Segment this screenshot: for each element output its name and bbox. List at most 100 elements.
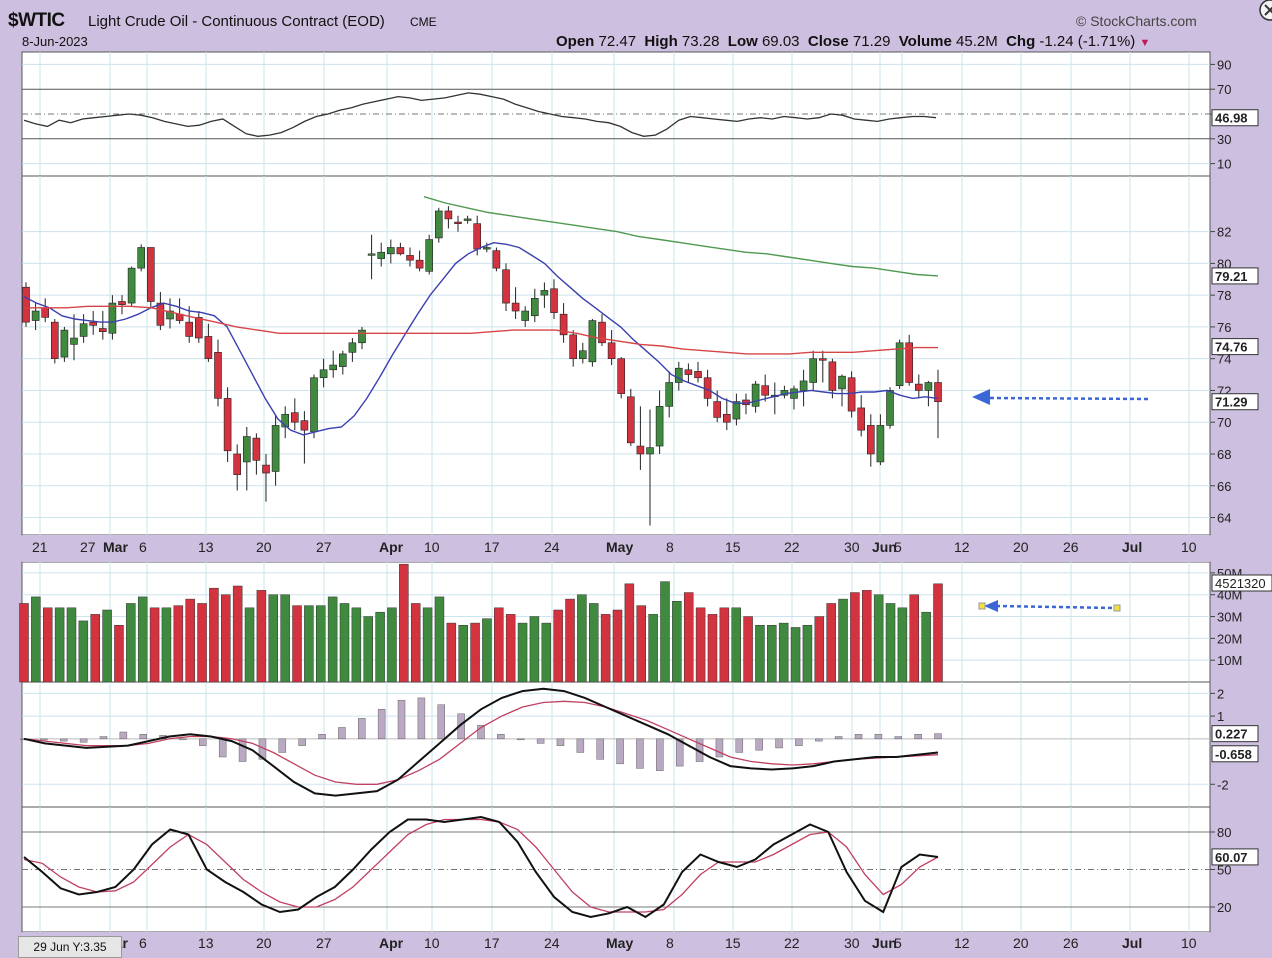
candle (310, 377, 318, 433)
candle (751, 383, 760, 407)
volume-bar (683, 592, 694, 683)
macd-histogram-bar (358, 718, 366, 740)
date-tick-label: 6 (139, 539, 147, 555)
volume-value: 45.2M (956, 33, 998, 50)
macd-histogram-bar (477, 724, 485, 740)
candle (396, 247, 405, 255)
macd-histogram-bar (59, 738, 68, 742)
volume-bar (268, 594, 279, 683)
macd-histogram-bar (497, 734, 505, 740)
date-tick-label-bottom: 12 (954, 935, 970, 951)
macd-histogram-bar (338, 727, 346, 740)
volume-annotation-head (984, 600, 998, 612)
volume-bar (292, 605, 302, 683)
volume-bar (232, 585, 243, 683)
macd-histogram-bar (377, 709, 386, 740)
annotation-handle (978, 602, 986, 610)
volume-last-value: 4521320 (1215, 576, 1266, 591)
volume-bar (221, 594, 231, 683)
date-tick-label: Jul (1122, 539, 1142, 555)
brand-watermark[interactable]: © StockCharts.com (1076, 13, 1197, 29)
macd-histogram-bar (318, 734, 326, 740)
macd-histogram-bar (139, 734, 147, 740)
volume-bar (755, 625, 765, 683)
date-tick-label-bottom: 8 (666, 935, 674, 951)
rsi-tick-label: 90 (1217, 57, 1231, 72)
macd-hist-last-value-box (1211, 725, 1259, 743)
macd-histogram-bar (854, 734, 863, 740)
ticker-symbol[interactable]: $WTIC (8, 10, 65, 31)
candle (223, 398, 232, 452)
volume-bar (743, 616, 753, 683)
candle (166, 310, 174, 320)
volume-tick-label: 20M (1217, 631, 1242, 646)
macd-signal-line (23, 700, 939, 785)
volume-bar (482, 618, 492, 683)
close-label: Close (807, 33, 849, 50)
date-tick-label: 27 (316, 539, 332, 555)
macd-histogram-bar (238, 738, 247, 762)
volume-bar (410, 603, 421, 683)
volume-bar (280, 594, 290, 683)
candle (348, 342, 357, 353)
volume-bar (66, 607, 77, 683)
volume-bar (422, 607, 433, 683)
volume-bar (137, 596, 148, 683)
candle (195, 317, 203, 339)
volume-bar (529, 616, 540, 683)
macd-histogram-bar (556, 738, 565, 746)
candle (473, 223, 482, 250)
candle (809, 358, 818, 383)
price-tick-label: 74 (1217, 352, 1231, 367)
date-tick-label-bottom: 24 (544, 935, 560, 951)
macd-histogram-bar (596, 738, 604, 760)
ohlc-summary: Open 72.47 High 73.28 Low 69.03 Close 71… (556, 33, 1150, 50)
volume-bar (577, 594, 587, 683)
candle (530, 298, 539, 317)
date-tick-label-bottom: 10 (1181, 935, 1197, 951)
macd-hist-last-value: 0.227 (1215, 727, 1248, 742)
macd-histogram-bar (656, 738, 664, 771)
ema-long-line (423, 196, 939, 277)
candle (41, 307, 50, 318)
candle (233, 453, 241, 475)
candle (569, 334, 578, 359)
price-tick-label: 76 (1217, 320, 1231, 335)
price-panel (21, 175, 1211, 536)
volume-bar (197, 603, 207, 683)
candle (214, 352, 222, 399)
candle (876, 425, 885, 463)
candle (70, 337, 78, 345)
instrument-name: Light Crude Oil - Continuous Contract (E… (88, 13, 385, 30)
macd-last-value-box (1211, 745, 1259, 763)
date-tick-label: 20 (256, 539, 272, 555)
candle (550, 288, 558, 313)
candle (626, 396, 635, 444)
volume-bar (244, 607, 255, 683)
candle (895, 342, 904, 386)
candle (732, 401, 741, 420)
macd-histogram-bar (516, 738, 525, 741)
volume-bar (707, 614, 718, 683)
stoch-tick-label: 50 (1217, 863, 1231, 878)
candle (588, 320, 597, 363)
candle (598, 321, 606, 344)
candle (319, 369, 328, 379)
volume-tick-label: 10M (1217, 653, 1242, 668)
macd-histogram-bar (755, 738, 763, 751)
candle (482, 247, 491, 250)
candle (425, 239, 434, 272)
volume-bar (873, 594, 884, 683)
candle (617, 358, 626, 394)
candle (367, 253, 376, 256)
date-tick-label-bottom: 27 (316, 935, 332, 951)
chart-date: 8-Jun-2023 (22, 34, 88, 49)
date-tick-label-bottom: 6 (139, 935, 147, 951)
candle (60, 329, 69, 358)
date-tick-label: 10 (1181, 539, 1197, 555)
close-icon[interactable] (1254, 0, 1272, 24)
high-label: High (644, 33, 678, 50)
volume-bar (54, 607, 65, 683)
rsi-last-value-box (1211, 109, 1259, 127)
date-tick-label-bottom: May (606, 935, 633, 951)
